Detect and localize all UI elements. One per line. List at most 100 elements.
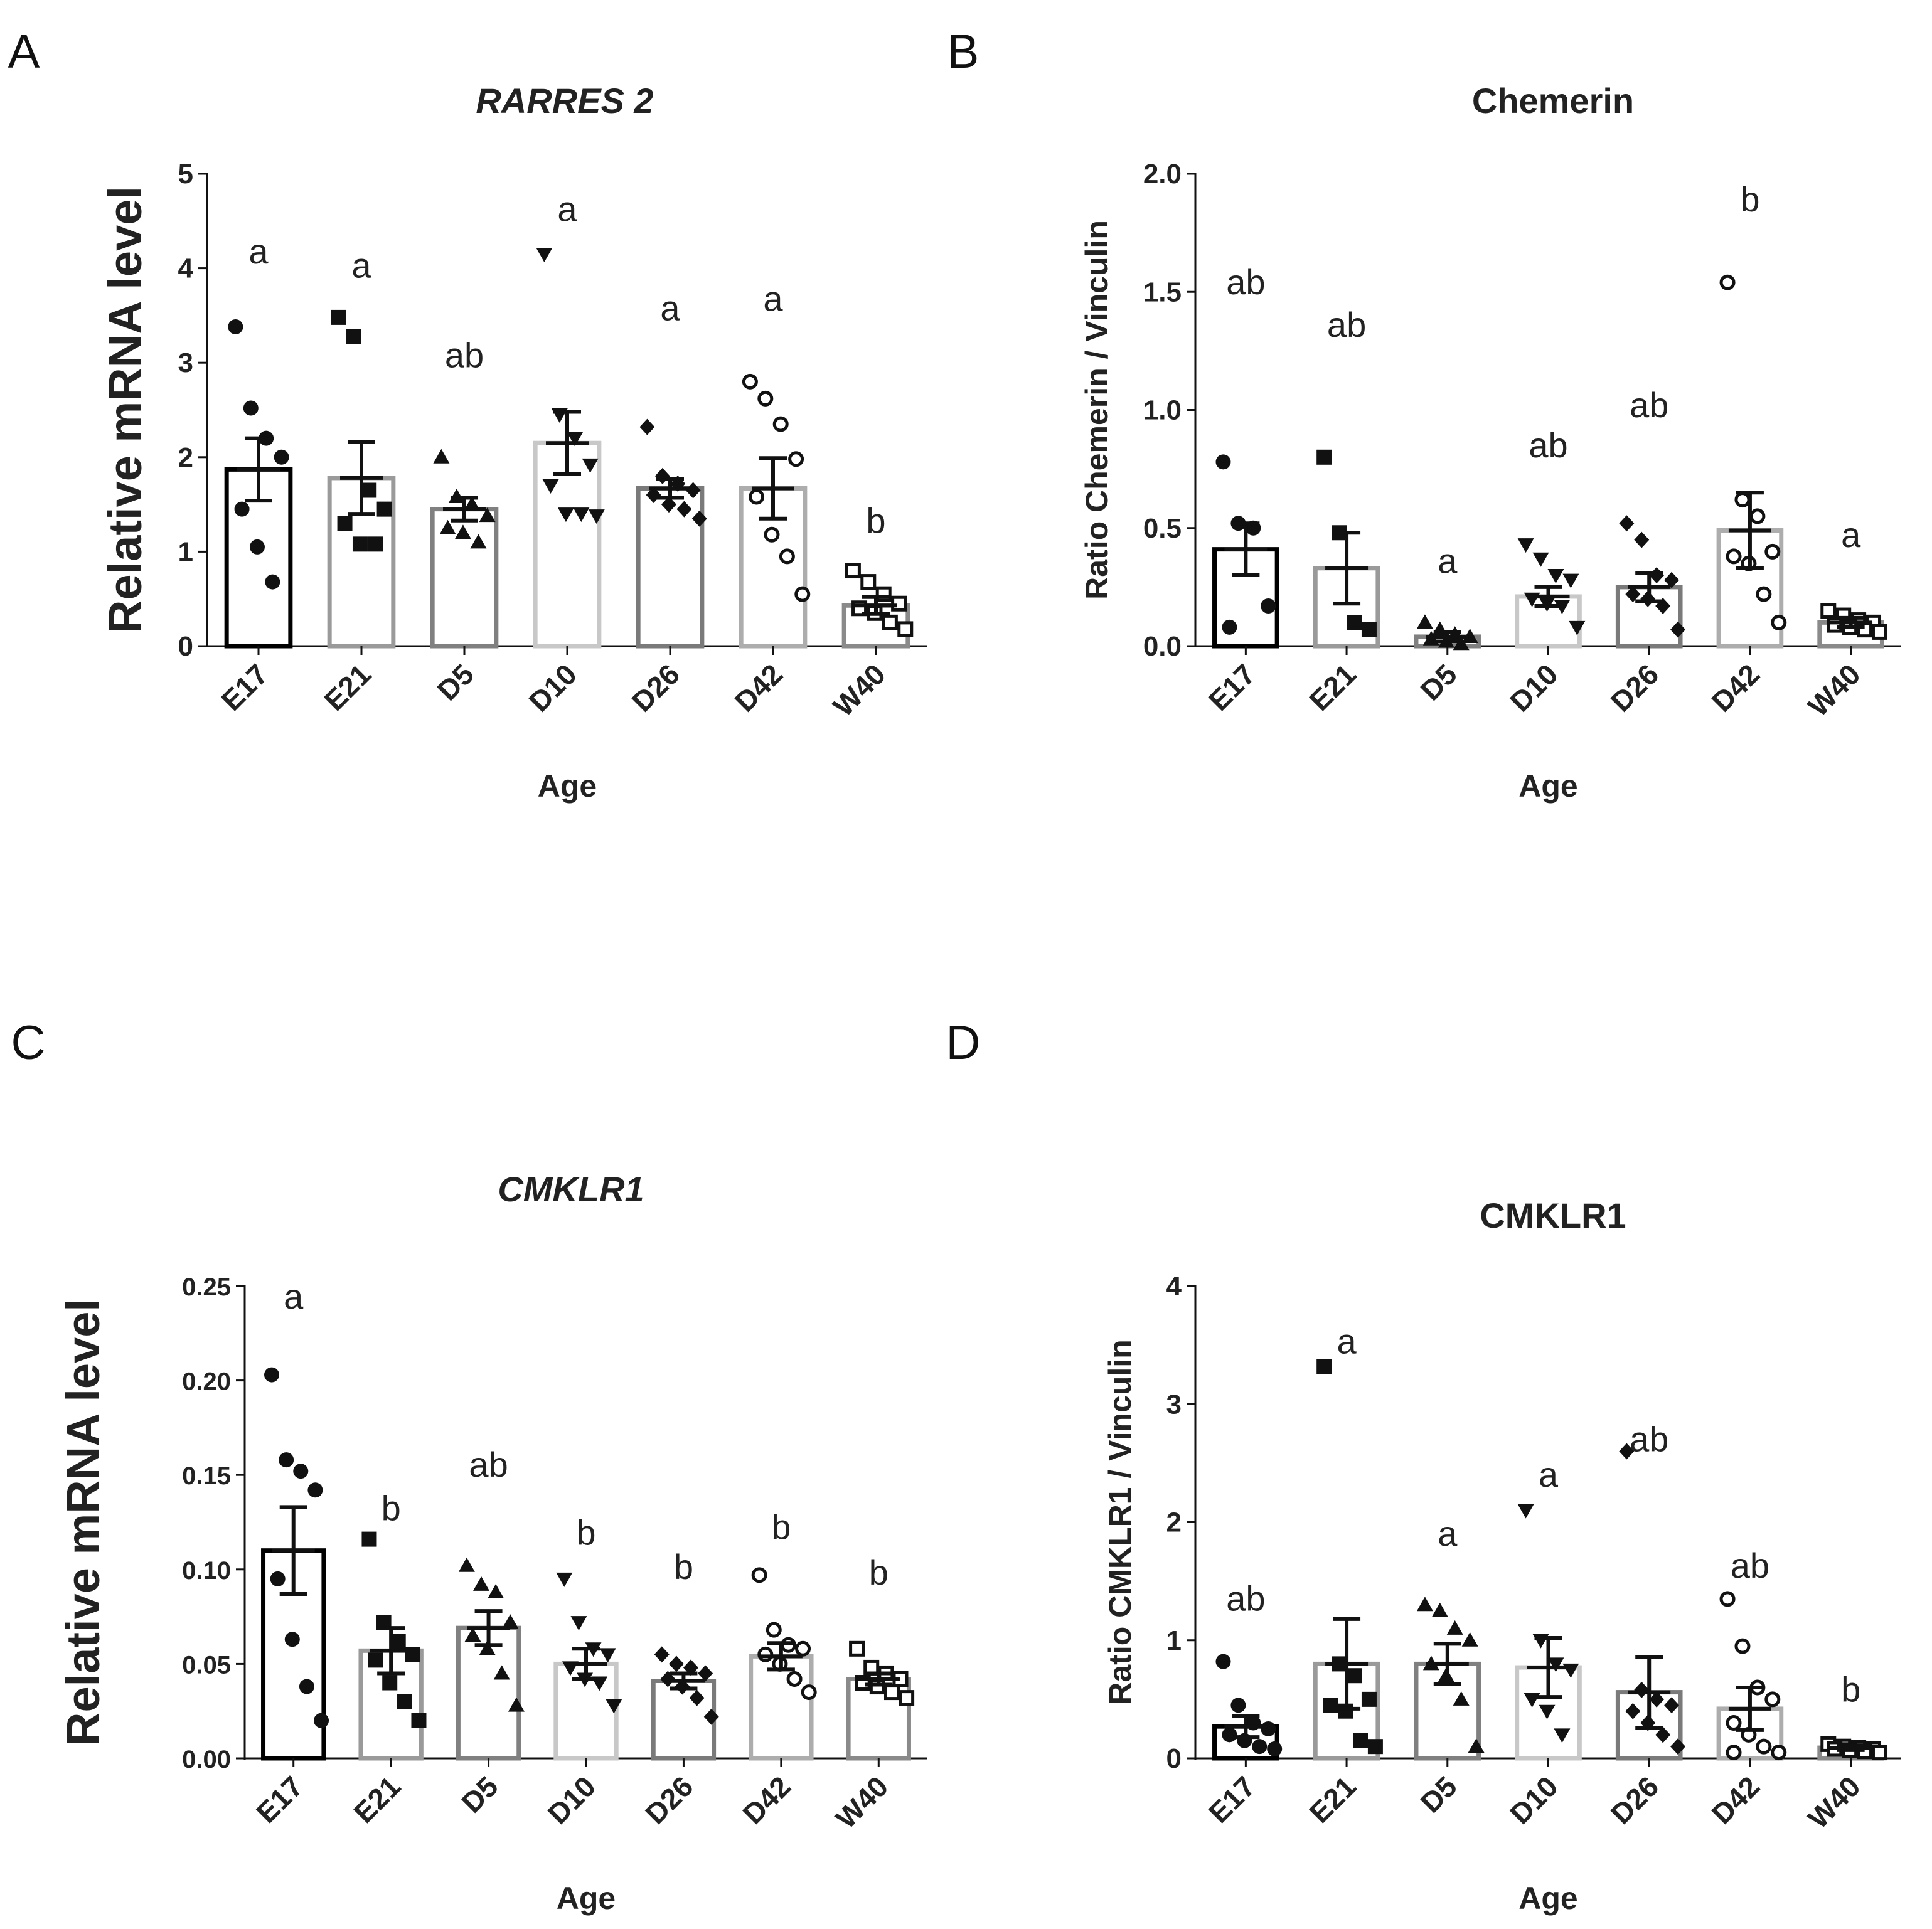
chart-panel-d: D CMKLR1 0 1 2 3 4 Ratio CMKLR1 / Vinculin Age E1… — [946, 1016, 1901, 1916]
y-tick-label: 0.0 — [1143, 631, 1182, 662]
x-tick-label-E21: E21 — [1303, 657, 1362, 717]
data-point-D26 — [1664, 1697, 1680, 1714]
data-point-D26 — [1625, 1703, 1641, 1719]
x-tick-label-W40: W40 — [1801, 1770, 1867, 1835]
data-point-E17 — [264, 1367, 280, 1383]
data-point-D42 — [1764, 543, 1781, 560]
data-point-D5 — [473, 1576, 490, 1591]
significance-letter-W40: b — [869, 1553, 889, 1592]
data-point-D42 — [779, 548, 795, 565]
x-tick-label-E17: E17 — [1202, 657, 1262, 717]
data-point-D26 — [661, 496, 676, 513]
significance-letter-D5: a — [1438, 541, 1458, 580]
chart-title: RARRES 2 — [476, 81, 653, 120]
data-point-D42 — [1726, 548, 1742, 565]
data-point-W40 — [1820, 603, 1837, 619]
data-point-E17 — [249, 539, 265, 555]
data-point-E21 — [361, 482, 377, 498]
data-point-D26 — [1634, 531, 1650, 548]
data-point-D5 — [458, 1557, 475, 1572]
data-point-D42 — [757, 1646, 774, 1662]
data-point-E21 — [1347, 615, 1362, 630]
data-point-D5 — [493, 1665, 510, 1680]
data-point-E21 — [390, 1634, 406, 1649]
significance-letter-D10: a — [557, 189, 577, 228]
x-tick-label-D26: D26 — [1604, 657, 1665, 718]
significance-letter-D5: ab — [469, 1445, 508, 1484]
data-point-E17 — [307, 1482, 323, 1498]
data-point-D5 — [502, 1614, 519, 1629]
data-point-E17 — [314, 1713, 329, 1728]
data-point-E21 — [368, 1652, 383, 1668]
data-point-E21 — [411, 1713, 427, 1728]
data-point-E17 — [279, 1452, 294, 1468]
x-tick-label-D5: D5 — [431, 657, 480, 706]
x-tick-label-D26: D26 — [1604, 1770, 1665, 1830]
data-point-D5 — [454, 524, 471, 539]
data-point-D10 — [1539, 1704, 1556, 1719]
data-point-D42 — [1764, 1691, 1781, 1708]
data-point-D26 — [1619, 515, 1635, 532]
significance-letter-D10: ab — [1529, 425, 1567, 465]
data-point-D10 — [570, 1616, 587, 1631]
data-point-D5 — [1461, 628, 1478, 643]
data-point-D42 — [749, 489, 765, 505]
data-point-E21 — [376, 501, 392, 517]
x-tick-label-E17: E17 — [250, 1770, 309, 1829]
data-point-D26 — [1625, 586, 1641, 603]
data-point-D5 — [439, 519, 456, 534]
data-point-E17 — [1215, 1654, 1231, 1669]
significance-letter-E21: a — [351, 246, 371, 285]
x-tick-label-D10: D10 — [542, 1770, 602, 1830]
significance-letter-D5: a — [1438, 1514, 1458, 1553]
y-tick-label: 0.05 — [182, 1651, 231, 1679]
data-point-D42 — [1734, 1638, 1751, 1654]
y-tick-label: 4 — [178, 253, 194, 284]
panel-label: A — [8, 25, 40, 78]
data-point-E17 — [1222, 619, 1237, 635]
x-axis-label: Age — [538, 768, 597, 804]
data-point-D26 — [698, 1665, 713, 1682]
data-point-E17 — [1215, 454, 1231, 470]
y-axis-label: Ratio CMKLR1 / Vinculin — [1102, 1339, 1138, 1704]
data-point-D26 — [1664, 571, 1680, 588]
data-point-D5 — [470, 534, 487, 549]
data-point-E21 — [337, 516, 353, 531]
data-point-D10 — [588, 509, 605, 524]
data-point-D26 — [1655, 1726, 1671, 1743]
y-tick-label: 5 — [178, 159, 193, 189]
data-point-D5 — [488, 1583, 504, 1598]
data-point-D5 — [1468, 1738, 1485, 1753]
y-tick-label: 2 — [1166, 1507, 1182, 1538]
x-tick-label-E21: E21 — [318, 657, 377, 717]
data-point-D10 — [606, 1699, 622, 1714]
data-point-D5 — [479, 1640, 496, 1655]
data-point-E21 — [1361, 1691, 1377, 1707]
data-point-E21 — [1352, 1733, 1368, 1748]
data-point-D42 — [757, 390, 774, 407]
significance-letter-D42: a — [763, 279, 783, 318]
data-point-D42 — [742, 373, 758, 390]
data-point-W40 — [1827, 617, 1843, 633]
data-point-D42 — [772, 416, 789, 432]
chart-panel-c: C CMKLR1 0.00 0.05 0.10 0.15 0.20 0.25 Relative … — [11, 1016, 927, 1916]
data-point-E17 — [299, 1679, 314, 1694]
x-tick-label-W40: W40 — [826, 657, 892, 723]
data-point-E21 — [346, 329, 361, 344]
x-axis-label: Age — [1518, 1881, 1577, 1916]
y-tick-label: 2 — [178, 442, 193, 473]
data-point-D26 — [703, 1708, 719, 1725]
data-point-E21 — [1367, 1739, 1383, 1755]
x-axis-label: Age — [557, 1881, 616, 1916]
data-point-D26 — [1670, 621, 1686, 638]
x-tick-label-E21: E21 — [348, 1770, 407, 1829]
x-tick-label-D26: D26 — [639, 1770, 699, 1830]
y-tick-label: 1.5 — [1143, 277, 1182, 307]
data-point-D26 — [1670, 1738, 1686, 1755]
data-point-D42 — [751, 1567, 767, 1583]
y-tick-label: 0.10 — [182, 1557, 231, 1585]
data-point-E17 — [265, 574, 280, 590]
data-point-E21 — [368, 536, 383, 552]
x-axis-label: Age — [1518, 768, 1577, 804]
